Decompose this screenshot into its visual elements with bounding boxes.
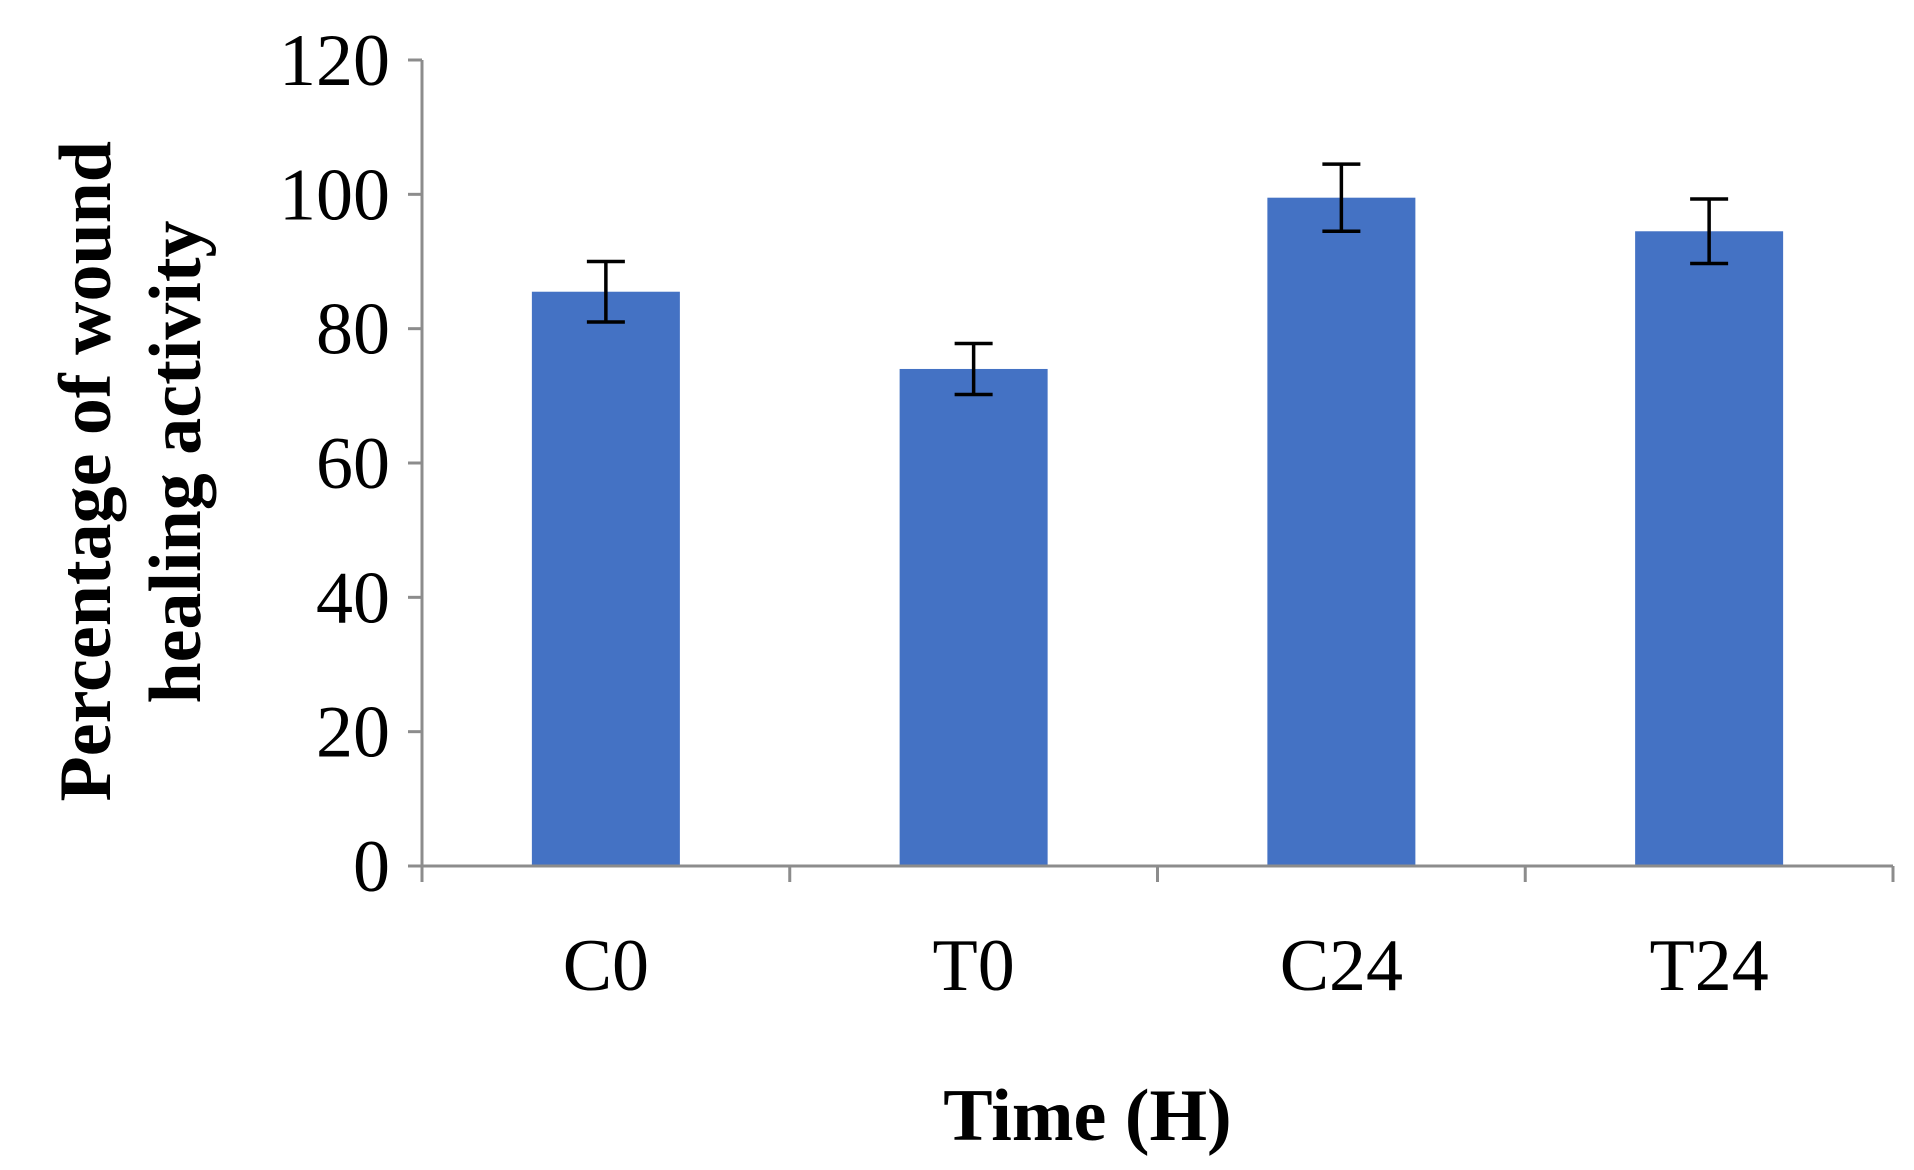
y-axis: 0 20 40 60 80 100 120 [279, 20, 424, 908]
y-tick-label: 20 [316, 692, 390, 774]
x-axis-title: Time (H) [943, 1075, 1231, 1157]
y-tick-label: 40 [316, 557, 390, 639]
x-tick-label: C0 [563, 925, 649, 1007]
x-tick-label: C24 [1280, 925, 1403, 1007]
bar-t24 [1635, 231, 1784, 866]
y-axis-title: Percentage of wound healing activity [45, 123, 217, 802]
y-tick-label: 120 [279, 20, 390, 102]
y-tick-label: 60 [316, 423, 390, 505]
x-axis: C0 T0 C24 T24 [420, 864, 1895, 1007]
x-tick-label: T0 [933, 925, 1015, 1007]
y-tick-label: 100 [279, 154, 390, 236]
y-tick-label: 80 [316, 289, 390, 371]
bars [531, 197, 1784, 867]
x-tick-label: T24 [1650, 925, 1769, 1007]
error-bar-c0 [586, 259, 625, 324]
error-bar-t24 [1690, 197, 1729, 266]
y-axis-title-line-2: healing activity [135, 220, 217, 703]
error-bar-t0 [954, 341, 993, 397]
y-tick-label: 0 [353, 826, 390, 908]
error-bar-c24 [1322, 162, 1361, 234]
error-bars [586, 162, 1729, 397]
y-axis-title-line-1: Percentage of wound [45, 141, 127, 801]
bar-c0 [531, 291, 680, 867]
bar-t0 [899, 368, 1048, 866]
bar-c24 [1267, 197, 1416, 867]
